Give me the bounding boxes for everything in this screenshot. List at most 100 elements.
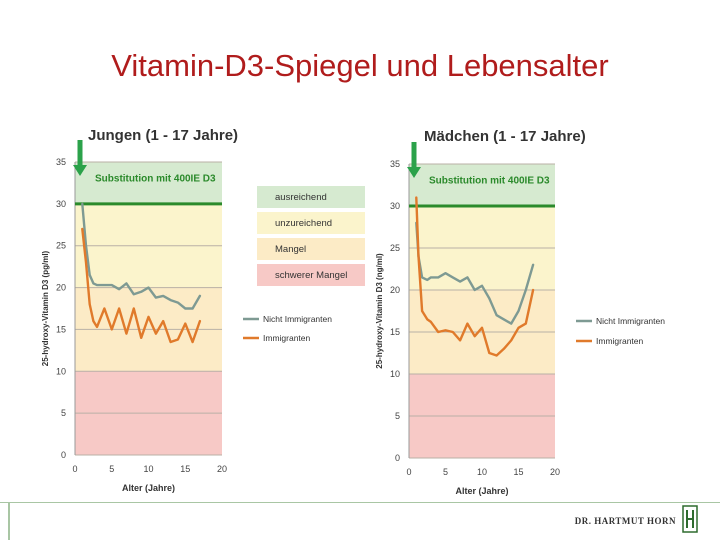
legend-swatch-schwerer-mangel	[257, 264, 365, 286]
data-point	[517, 310, 520, 312]
data-point	[488, 297, 491, 300]
data-point	[421, 310, 423, 312]
y-tick-label: 25	[56, 241, 66, 251]
data-point	[140, 337, 142, 339]
data-point	[510, 339, 512, 342]
series-legend: Nicht Immigranten Immigranten	[243, 314, 332, 343]
data-point	[125, 332, 128, 335]
chart-jungen: Substitution mit 400IE D3 Jungen (1 - 17…	[41, 127, 365, 493]
x-tick-label: 20	[217, 464, 227, 474]
data-point	[488, 352, 491, 354]
data-point	[510, 322, 512, 325]
chart-maedchen: Substitution mit 400IE D3 Mädchen (1 - 1…	[375, 128, 665, 496]
zone-legend: ausreichend unzureichend Mangel schwerer…	[257, 186, 365, 286]
data-point	[473, 289, 476, 291]
data-point	[147, 316, 150, 318]
zone-ausreichend	[75, 162, 222, 204]
data-point	[155, 332, 157, 335]
data-point	[184, 307, 187, 310]
data-point	[81, 228, 84, 230]
data-point	[88, 274, 91, 276]
legend-swatch-mangel	[257, 238, 365, 260]
data-point	[415, 196, 418, 199]
data-point	[430, 276, 432, 279]
data-point	[191, 307, 194, 310]
data-point	[147, 286, 150, 289]
data-point	[169, 341, 172, 343]
data-point	[96, 284, 98, 286]
y-tick-label: 0	[395, 453, 400, 463]
data-point	[426, 318, 429, 321]
data-point	[103, 284, 106, 286]
data-point	[430, 321, 432, 323]
x-tick-label: 10	[143, 464, 153, 474]
legend-ausreichend: ausreichend	[275, 192, 327, 203]
data-point	[459, 280, 461, 283]
substitution-arrow-icon	[407, 142, 421, 178]
y-tick-label: 30	[390, 201, 400, 211]
data-point	[503, 348, 505, 350]
data-point	[437, 276, 440, 279]
data-point	[417, 255, 420, 258]
data-point	[92, 282, 95, 285]
legend-immigranten: Immigranten	[263, 333, 311, 343]
data-point	[191, 341, 194, 343]
data-point	[88, 303, 91, 306]
legend-immigranten: Immigranten	[596, 336, 644, 346]
y-tick-label: 30	[56, 199, 66, 209]
series-lines	[81, 202, 202, 344]
data-point	[140, 290, 142, 293]
x-axis-label: Alter (Jahre)	[122, 483, 175, 493]
brand-logo-icon	[682, 505, 698, 533]
data-point	[162, 295, 164, 297]
x-tick-label: 10	[477, 467, 487, 477]
data-point	[133, 307, 135, 310]
y-tick-label: 20	[390, 285, 400, 295]
data-point	[125, 282, 128, 285]
data-point	[437, 331, 440, 333]
data-point	[133, 293, 135, 296]
zone-ausreichend	[409, 164, 555, 206]
data-point	[118, 307, 120, 310]
y-tick-label: 25	[390, 243, 400, 253]
x-tick-label: 5	[443, 467, 448, 477]
legend-nicht-immigranten: Nicht Immigranten	[263, 314, 332, 324]
data-point	[532, 289, 534, 291]
data-point	[525, 322, 527, 325]
chart-title: Jungen (1 - 17 Jahre)	[88, 127, 238, 144]
data-point	[110, 284, 113, 286]
data-point	[473, 335, 476, 338]
data-point	[81, 203, 84, 205]
x-tick-label: 0	[406, 467, 411, 477]
data-point	[92, 320, 95, 322]
y-tick-label: 35	[390, 159, 400, 169]
data-point	[459, 339, 461, 342]
data-point	[110, 328, 113, 331]
data-point	[466, 322, 469, 325]
footer-brand: DR. HARTMUT HORN	[574, 516, 676, 526]
legend-swatch-unzureichend	[257, 212, 365, 234]
data-point	[452, 331, 454, 333]
data-point	[177, 338, 179, 341]
legend-schwerer-mangel: schwerer Mangel	[275, 270, 347, 281]
footer-band	[0, 502, 720, 541]
data-point	[162, 320, 164, 322]
legend-swatch-ausreichend	[257, 186, 365, 208]
legend-unzureichend: unzureichend	[275, 218, 332, 229]
data-point	[532, 264, 534, 266]
y-axis-label: 25-hydroxy-Vitamin D3 (pg/ml)	[41, 250, 50, 366]
data-point	[103, 307, 106, 310]
data-point	[199, 295, 201, 297]
data-point	[525, 289, 527, 291]
y-tick-label: 20	[56, 283, 66, 293]
data-point	[481, 327, 483, 329]
data-point	[177, 301, 179, 304]
data-point	[481, 285, 483, 287]
data-point	[426, 279, 429, 281]
data-point	[495, 314, 498, 317]
data-point	[421, 276, 423, 279]
footer-divider	[8, 502, 10, 540]
x-tick-label: 0	[72, 464, 77, 474]
y-tick-label: 5	[61, 408, 66, 418]
